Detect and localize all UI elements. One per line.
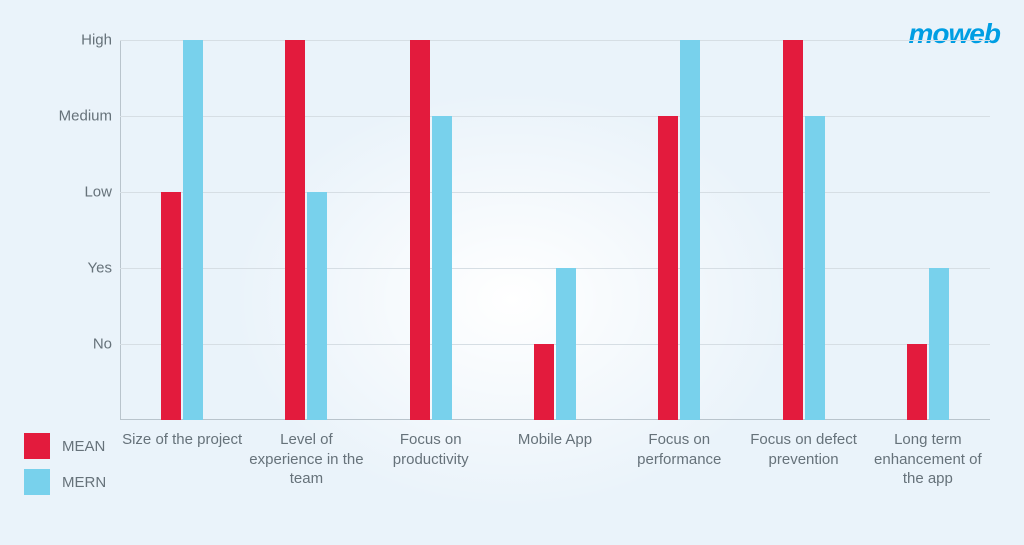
legend-label-mean: MEAN <box>62 438 105 455</box>
bar-mern <box>929 268 949 420</box>
bar-mern <box>556 268 576 420</box>
x-tick-label: Focus on performance <box>617 430 741 469</box>
bar-mern <box>307 192 327 420</box>
legend-swatch-mern <box>24 469 50 495</box>
bar-mean <box>161 192 181 420</box>
x-tick-label: Size of the project <box>120 430 244 450</box>
y-tick-label: Yes <box>32 260 112 277</box>
bar-mern <box>432 116 452 420</box>
y-tick-label: Medium <box>32 108 112 125</box>
y-tick-label: No <box>32 336 112 353</box>
legend-swatch-mean <box>24 433 50 459</box>
bar-mean <box>534 344 554 420</box>
x-tick-label: Long term enhancement of the app <box>866 430 990 489</box>
legend-label-mern: MERN <box>62 474 106 491</box>
bar-mean <box>410 40 430 420</box>
y-tick-label: Low <box>32 184 112 201</box>
x-tick-label: Focus on defect prevention <box>741 430 865 469</box>
legend-item-mern: MERN <box>24 469 106 495</box>
x-tick-label: Level of experience in the team <box>244 430 368 489</box>
bar-mean <box>783 40 803 420</box>
bar-mern <box>680 40 700 420</box>
legend-item-mean: MEAN <box>24 433 106 459</box>
plot-area: Size of the projectLevel of experience i… <box>120 40 990 420</box>
bar-mern <box>183 40 203 420</box>
y-tick-label: High <box>32 32 112 49</box>
x-tick-label: Focus on productivity <box>369 430 493 469</box>
bar-mean <box>285 40 305 420</box>
bars-container <box>120 40 990 420</box>
x-tick-label: Mobile App <box>493 430 617 450</box>
bar-mean <box>658 116 678 420</box>
legend: MEAN MERN <box>24 433 106 505</box>
bar-mern <box>805 116 825 420</box>
chart-canvas: moweb Size of the projectLevel of experi… <box>0 0 1024 545</box>
bar-mean <box>907 344 927 420</box>
